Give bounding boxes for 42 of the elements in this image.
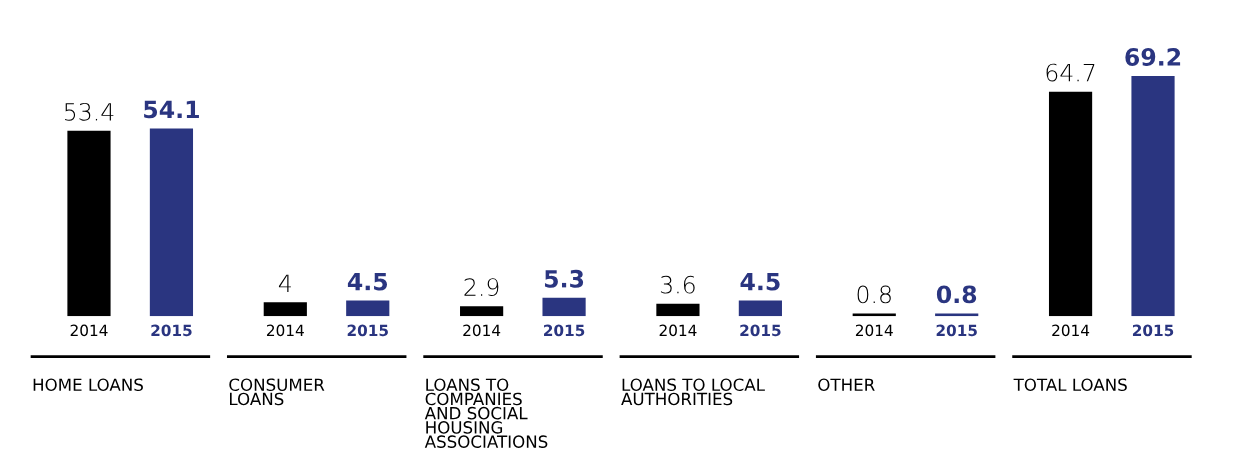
bar <box>149 128 194 317</box>
text: 2015 <box>347 324 388 337</box>
bar <box>738 300 782 317</box>
bar <box>1131 76 1175 317</box>
data-label: 2.9 <box>464 278 499 297</box>
data-label: 69.2 <box>1125 48 1181 66</box>
text: 2015 <box>936 324 977 337</box>
data-label: 0.8 <box>857 285 891 304</box>
data-label: 4.5 <box>740 272 780 291</box>
bar <box>346 300 390 317</box>
text: 2015 <box>1132 324 1174 337</box>
text: 2015 <box>740 324 781 337</box>
data-label: 54.1 <box>144 100 199 119</box>
data-label: 3.6 <box>660 275 695 294</box>
bar <box>1048 91 1093 317</box>
bar <box>656 303 700 317</box>
series-label: 2014 <box>70 324 108 337</box>
data-label: 5.3 <box>544 269 584 288</box>
text: 2014 <box>1052 324 1090 337</box>
x-tick-label: CONSUMER LOANS <box>229 378 325 406</box>
bar <box>935 313 979 317</box>
data-label: 53.4 <box>65 102 114 121</box>
text: 2014 <box>266 324 304 337</box>
text: 2014 <box>659 324 697 337</box>
bar <box>67 130 111 317</box>
data-label: 64.7 <box>1046 63 1095 82</box>
bar <box>852 313 896 317</box>
series-label: 2015 <box>151 324 192 337</box>
text: 2014 <box>463 324 501 337</box>
bar <box>460 306 504 317</box>
data-label: 4.5 <box>347 272 388 291</box>
text: 2014 <box>855 324 893 337</box>
x-tick-label: HOME LOANS <box>33 378 143 392</box>
x-tick-label: LOANS TO LOCAL AUTHORITIES <box>621 378 765 406</box>
bar <box>263 302 307 317</box>
text: 2015 <box>544 324 585 337</box>
bar <box>542 297 586 317</box>
x-tick-label: TOTAL LOANS <box>1013 378 1127 392</box>
x-tick-label: OTHER <box>818 378 875 392</box>
x-tick-label: LOANS TO COMPANIES AND SOCIAL HOUSING ASSOCIATIONS <box>424 378 548 448</box>
data-label: 4 <box>278 274 291 292</box>
data-label: 0.8 <box>936 285 977 304</box>
